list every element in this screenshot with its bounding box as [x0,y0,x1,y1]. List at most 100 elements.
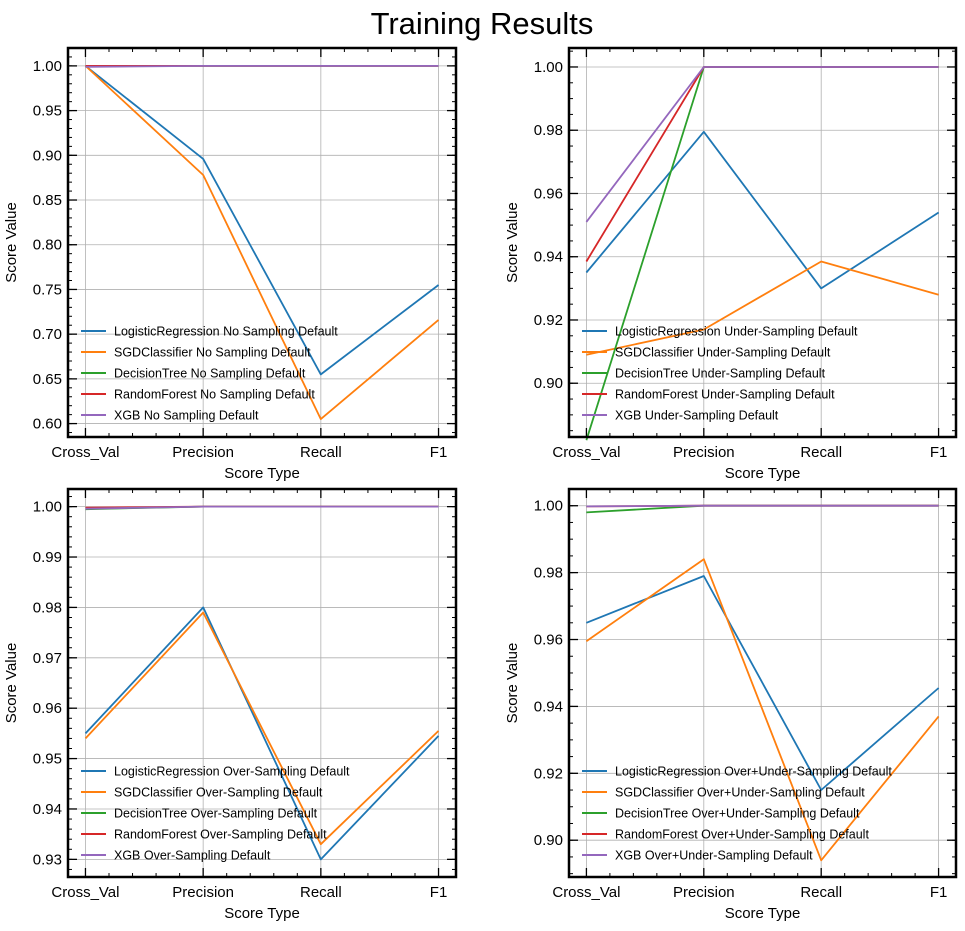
y-tick-label: 0.75 [33,281,62,298]
legend: LogisticRegression Under-Sampling Defaul… [582,325,858,423]
x-tick-label: Cross_Val [552,444,620,461]
axes-frame [66,487,458,879]
x-tick-label: Recall [300,884,342,901]
legend-entry: XGB Under-Sampling Default [615,409,779,423]
x-axis-label: Score Type [725,465,801,482]
legend-entry: LogisticRegression Over-Sampling Default [114,765,350,779]
y-tick-label: 0.90 [534,832,563,849]
y-tick-label: 0.94 [534,698,563,715]
y-axis-label: Score Value [3,643,20,724]
legend-entry: RandomForest Over-Sampling Default [114,828,327,842]
y-tick-label: 0.60 [33,416,62,433]
legend-entry: LogisticRegression Over+Under-Sampling D… [615,765,892,779]
x-tick-label: Cross_Val [51,884,119,901]
y-tick-label: 0.93 [33,851,62,868]
legend-entry: XGB Over+Under-Sampling Default [615,849,813,863]
series-line-SGDClassifier [84,611,440,846]
x-tick-label: Precision [172,884,234,901]
series-line-SGDClassifier [585,558,940,862]
legend-entry: DecisionTree Under-Sampling Default [615,367,826,381]
legend: LogisticRegression Over+Under-Sampling D… [582,765,892,863]
y-tick-label: 0.96 [33,700,62,717]
legend-entry: LogisticRegression No Sampling Default [114,325,338,339]
legend-entry: SGDClassifier No Sampling Default [114,346,311,360]
x-tick-label: Precision [673,884,735,901]
series-line-XGB [85,505,439,510]
y-tick-label: 0.85 [33,192,62,209]
x-tick-label: Recall [800,444,842,461]
y-tick-label: 0.98 [33,599,62,616]
series-line-SGDClassifier [586,260,939,356]
series-line-LogisticRegression [586,575,940,791]
y-tick-label: 1.00 [534,59,563,76]
axes-frame [567,46,958,439]
y-tick-label: 0.92 [534,312,563,329]
legend-entry: RandomForest Over+Under-Sampling Default [615,828,869,842]
x-tick-label: F1 [930,444,948,461]
series-line-XGB [586,504,939,508]
y-tick-label: 0.94 [534,249,563,266]
series-line-SGDClassifier [84,65,440,421]
y-tick-label: 0.65 [33,371,62,388]
y-tick-label: 0.95 [33,751,62,768]
x-tick-label: F1 [430,444,448,461]
y-tick-label: 0.70 [33,326,62,343]
legend-entry: SGDClassifier Over+Under-Sampling Defaul… [615,786,865,800]
axes-frame [66,46,458,439]
legend-entry: RandomForest No Sampling Default [114,388,315,402]
series-line-XGB [585,66,939,223]
x-tick-label: Precision [673,444,735,461]
y-tick-label: 0.96 [534,632,563,649]
series-line-XGB [85,65,439,68]
subplot-4: 0.90 0.92 0.94 0.96 0.98 1.00 Cross_Val Precisi… [504,487,958,922]
series-line-DecisionTree [585,66,939,441]
y-tick-label: 0.98 [534,122,563,139]
subplot-1: 0.60 0.65 0.70 0.75 0.80 0.85 0.90 0.95 1.00 Cros… [3,46,458,482]
x-tick-label: Precision [172,444,234,461]
x-tick-label: Recall [800,884,842,901]
x-tick-label: Cross_Val [552,884,620,901]
x-tick-label: F1 [430,884,448,901]
y-tick-label: 1.00 [33,58,62,75]
series-line-LogisticRegression [585,130,940,290]
x-tick-label: Recall [300,444,342,461]
x-tick-label: F1 [930,884,948,901]
x-axis-label: Score Type [224,905,300,922]
y-tick-label: 0.96 [534,185,563,202]
series-line-LogisticRegression [84,606,440,861]
y-tick-label: 0.90 [534,375,563,392]
legend: LogisticRegression Over-Sampling Default… [81,765,350,863]
legend-entry: SGDClassifier Over-Sampling Default [114,786,323,800]
x-tick-label: Cross_Val [51,444,119,461]
legend-entry: RandomForest Under-Sampling Default [615,388,835,402]
series-line-RandomForest [585,66,939,262]
y-tick-label: 1.00 [534,498,563,515]
legend: LogisticRegression No Sampling Default SG… [81,325,338,423]
legend-entry: DecisionTree Over-Sampling Default [114,807,318,821]
y-axis-label: Score Value [3,202,20,283]
y-tick-label: 0.95 [33,103,62,120]
y-axis-label: Score Value [504,643,521,724]
y-tick-label: 0.94 [33,801,62,818]
subplot-3: 0.93 0.94 0.95 0.96 0.97 0.98 0.99 1.00 Cross_Va… [3,487,458,922]
y-tick-label: 0.80 [33,237,62,254]
figure-title: Training Results [371,6,594,41]
legend-entry: XGB No Sampling Default [114,409,259,423]
legend-entry: DecisionTree No Sampling Default [114,367,306,381]
x-axis-label: Score Type [725,905,801,922]
legend-entry: DecisionTree Over+Under-Sampling Default [615,807,860,821]
legend-entry: SGDClassifier Under-Sampling Default [615,346,831,360]
y-tick-label: 0.98 [534,565,563,582]
series-line-LogisticRegression [84,65,440,376]
y-tick-label: 0.92 [534,765,563,782]
y-tick-label: 1.00 [33,499,62,516]
y-tick-label: 0.97 [33,650,62,667]
y-axis-label: Score Value [504,202,521,283]
x-axis-label: Score Type [224,465,300,482]
subplot-2: 0.90 0.92 0.94 0.96 0.98 1.00 Cross_Val Precisi… [504,46,958,482]
y-tick-label: 0.99 [33,549,62,566]
axes-frame [567,487,958,879]
legend-entry: XGB Over-Sampling Default [114,849,271,863]
legend-entry: LogisticRegression Under-Sampling Defaul… [615,325,858,339]
